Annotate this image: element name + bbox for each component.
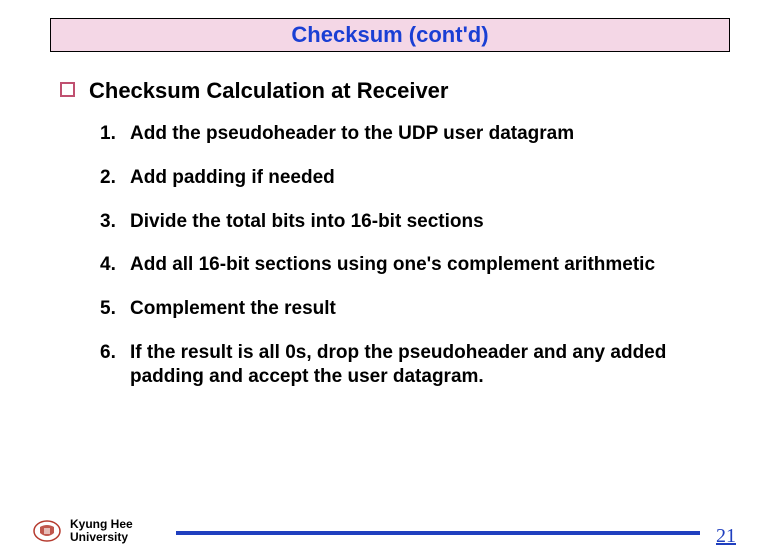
page-number: 21 <box>716 525 736 548</box>
list-item: 5. Complement the result <box>100 297 720 321</box>
university-logo: Kyung Hee University <box>32 518 133 544</box>
slide-title: Checksum (cont'd) <box>291 22 488 47</box>
university-name: Kyung Hee University <box>70 518 133 544</box>
list-text: Add padding if needed <box>128 166 335 190</box>
list-number: 5. <box>100 297 128 321</box>
list-text: Add the pseudoheader to the UDP user dat… <box>128 122 574 146</box>
section-heading: Checksum Calculation at Receiver <box>60 78 780 104</box>
list-number: 4. <box>100 253 128 277</box>
steps-list: 1. Add the pseudoheader to the UDP user … <box>100 122 780 388</box>
list-number: 1. <box>100 122 128 146</box>
list-number: 3. <box>100 210 128 234</box>
footer-rule <box>176 531 700 535</box>
university-line1: Kyung Hee <box>70 518 133 531</box>
list-item: 1. Add the pseudoheader to the UDP user … <box>100 122 720 146</box>
list-number: 2. <box>100 166 128 190</box>
university-line2: University <box>70 531 133 544</box>
crest-icon <box>32 519 62 543</box>
slide-title-bar: Checksum (cont'd) <box>50 18 730 52</box>
list-item: 3. Divide the total bits into 16-bit sec… <box>100 210 720 234</box>
list-text: Divide the total bits into 16-bit sectio… <box>128 210 484 234</box>
list-text: Complement the result <box>128 297 336 321</box>
list-item: 6. If the result is all 0s, drop the pse… <box>100 341 720 389</box>
section-heading-text: Checksum Calculation at Receiver <box>89 78 448 104</box>
list-text: If the result is all 0s, drop the pseudo… <box>128 341 720 389</box>
list-number: 6. <box>100 341 128 389</box>
list-item: 2. Add padding if needed <box>100 166 720 190</box>
list-text: Add all 16-bit sections using one's comp… <box>128 253 655 277</box>
slide-footer: Kyung Hee University 21 <box>0 504 780 544</box>
list-item: 4. Add all 16-bit sections using one's c… <box>100 253 720 277</box>
square-bullet-icon <box>60 82 75 97</box>
